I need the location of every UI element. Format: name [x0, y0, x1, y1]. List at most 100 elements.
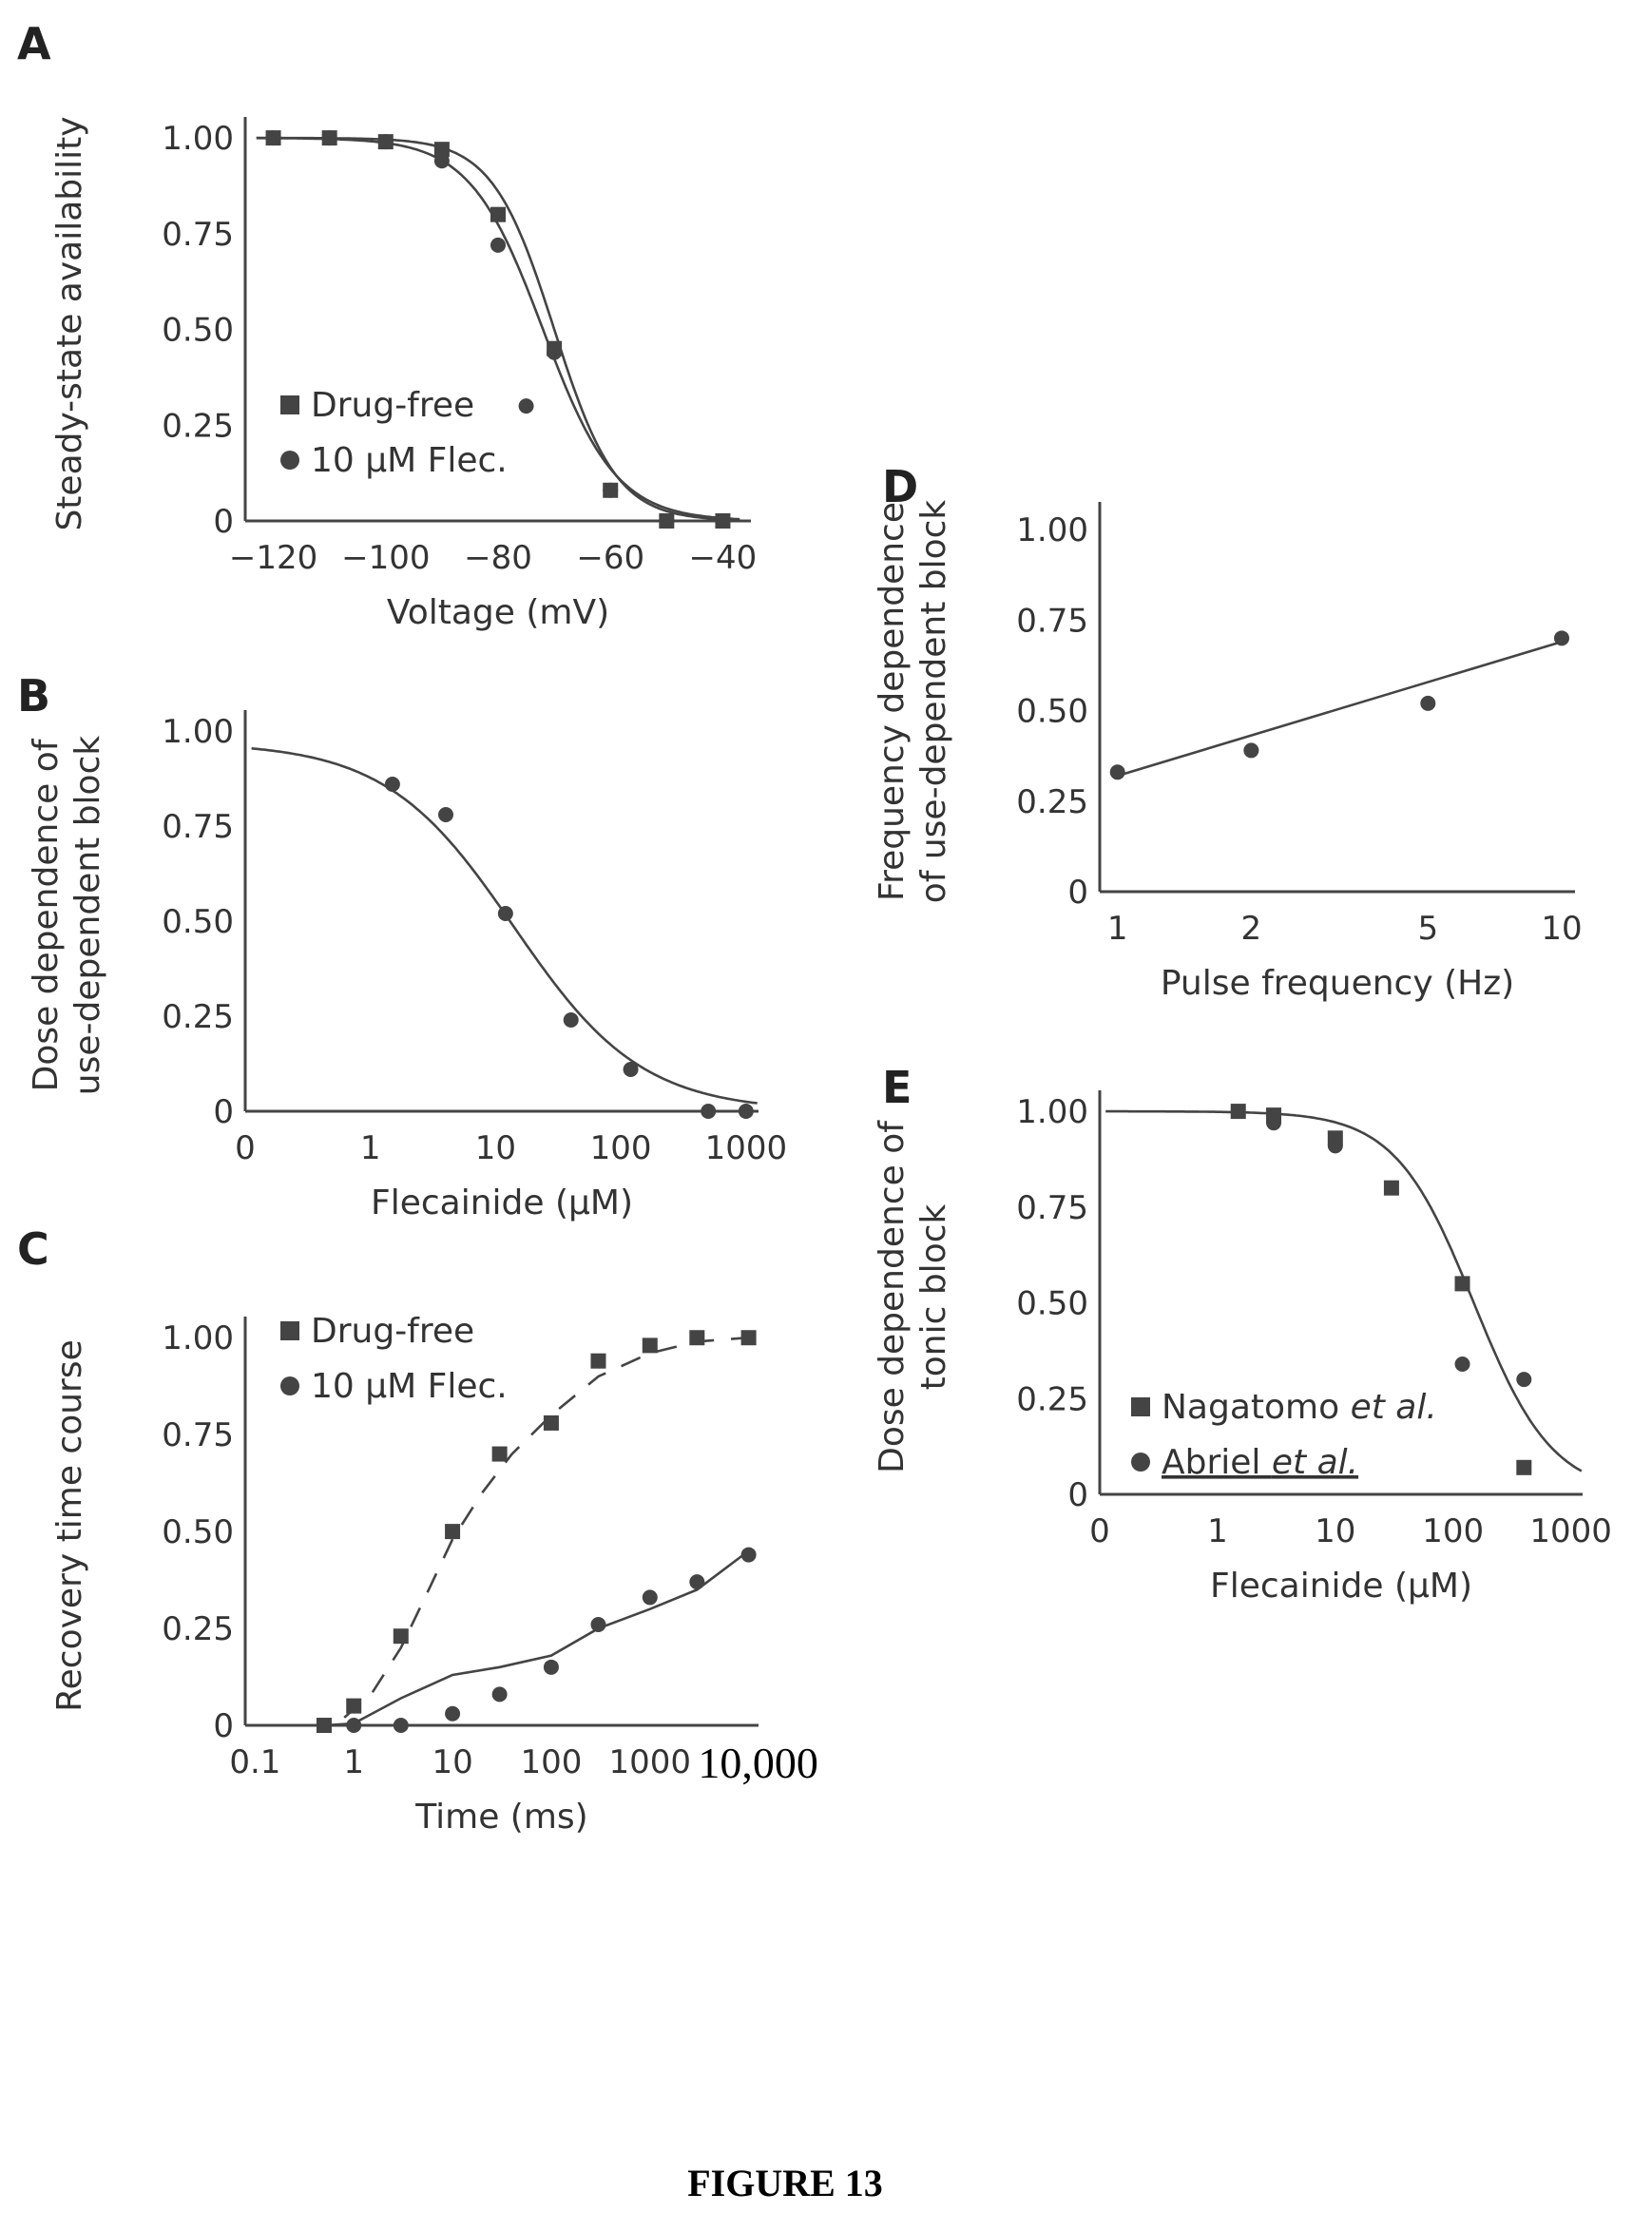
x-tick-label: −120: [229, 539, 317, 577]
data-point-circle: [642, 1589, 658, 1606]
data-point-circle: [490, 237, 506, 253]
data-point-circle: [445, 1705, 461, 1722]
y-axis-label: Frequency dependenceof use-dependent blo…: [873, 500, 953, 904]
data-point-square: [491, 1446, 508, 1462]
data-point-circle: [377, 134, 394, 150]
x-tick-label: 1000: [609, 1743, 692, 1781]
x-tick-label: 10: [432, 1743, 472, 1781]
panel-letter: A: [17, 18, 51, 69]
data-point-circle: [1243, 742, 1259, 759]
y-tick-label: 1.00: [162, 713, 234, 751]
y-tick-label: 1.00: [162, 120, 234, 158]
data-point-circle: [393, 1718, 409, 1733]
legend-entry: Abriel et al.: [1162, 1443, 1358, 1482]
data-point-circle: [715, 513, 731, 529]
y-axis-label: Steady-state availability: [50, 116, 89, 530]
legend-marker-circle: [280, 1376, 299, 1395]
legend-entry: Drug-free: [311, 386, 474, 425]
x-tick-label: 100: [520, 1743, 582, 1781]
y-tick-label: 0.25: [1016, 1380, 1088, 1418]
panel-letter: C: [17, 1223, 49, 1275]
x-tick-label: 0.1: [229, 1743, 280, 1781]
y-tick-label: 0.50: [162, 1513, 234, 1551]
legend-marker-square: [280, 1321, 299, 1340]
data-point-square: [346, 1698, 362, 1714]
data-point-square: [590, 1353, 606, 1369]
data-point-circle: [659, 513, 675, 529]
data-point-square: [543, 1414, 559, 1431]
x-tick-label: 10,000: [698, 1739, 818, 1787]
data-point-square: [1230, 1104, 1246, 1120]
y-tick-label: 1.00: [162, 1319, 234, 1357]
y-tick-label: 0: [213, 1093, 234, 1131]
y-tick-label: 0: [213, 1707, 234, 1745]
legend-marker-square: [280, 395, 299, 414]
data-point-circle: [316, 1718, 332, 1733]
fit-curve: [255, 1549, 750, 1727]
legend-entry: Drug-free: [311, 1312, 474, 1351]
x-tick-label: 1: [360, 1129, 381, 1167]
x-axis-label: Voltage (mV): [387, 593, 609, 632]
data-point-circle: [1327, 1138, 1343, 1154]
data-point-circle: [438, 807, 454, 822]
y-tick-label: 0.50: [162, 312, 234, 350]
y-tick-label: 0: [1067, 1476, 1088, 1514]
y-axis-label-line: tonic block: [914, 1203, 953, 1390]
y-axis-label-line: Steady-state availability: [50, 116, 89, 530]
x-tick-label: 10: [475, 1129, 516, 1167]
y-tick-label: 0: [213, 503, 234, 541]
x-axis-label: Flecainide (µM): [1210, 1567, 1472, 1606]
data-point-circle: [497, 906, 513, 921]
x-tick-label: 0: [235, 1129, 256, 1167]
y-axis-label: Dose dependence oftonic block: [873, 1120, 953, 1473]
y-axis-label: Dose dependence ofuse-dependent block: [27, 736, 107, 1096]
x-tick-label: 100: [590, 1129, 652, 1167]
data-point-square: [1516, 1459, 1532, 1475]
y-axis-label-line: Recovery time course: [50, 1339, 89, 1711]
data-point-circle: [346, 1718, 362, 1733]
y-tick-label: 0: [1067, 874, 1088, 912]
data-point-circle: [433, 153, 450, 169]
fit-curve: [251, 747, 758, 1105]
data-point-square: [689, 1330, 705, 1346]
panel-letter: D: [882, 461, 918, 512]
panel-letter: E: [882, 1062, 912, 1113]
y-tick-label: 0.50: [1016, 1285, 1088, 1323]
x-tick-label: 10: [1541, 910, 1582, 948]
y-tick-label: 0.75: [162, 216, 234, 254]
y-tick-label: 0.75: [162, 808, 234, 846]
data-point-circle: [689, 1574, 705, 1590]
x-axis-label: Flecainide (µM): [371, 1183, 633, 1222]
data-point-circle: [1420, 695, 1436, 711]
data-point-square: [740, 1330, 757, 1346]
x-tick-label: 1: [1107, 910, 1128, 948]
fit-curve: [343, 1336, 749, 1719]
chart-panel-e: E 0 0.25 0.50 0.75 1.00 0 1 10 100 1000 Flecainide …: [873, 1062, 1612, 1606]
data-point-circle: [491, 1686, 508, 1703]
legend-marker-circle: [1131, 1453, 1150, 1472]
chart-panel-b: B 0 0.25 0.50 0.75 1.00 0 1 10 100 1000 Flecainide …: [17, 670, 787, 1222]
data-point-square: [490, 206, 506, 222]
data-point-circle: [701, 1104, 717, 1119]
y-tick-label: 0.50: [162, 903, 234, 941]
data-point-circle: [738, 1104, 754, 1119]
data-point-square: [445, 1524, 461, 1540]
data-point-circle: [563, 1012, 579, 1028]
legend-entry: Nagatomo et al.: [1162, 1388, 1437, 1427]
x-tick-label: 0: [1089, 1512, 1110, 1550]
y-tick-label: 0.25: [1016, 783, 1088, 821]
data-point-circle: [603, 482, 619, 498]
data-point-circle: [518, 398, 534, 414]
y-tick-label: 0.75: [1016, 1189, 1088, 1227]
fit-curve: [1117, 640, 1563, 778]
x-axis-label: Time (ms): [414, 1798, 587, 1837]
x-tick-label: −60: [576, 539, 644, 577]
legend-entry: 10 µM Flec.: [311, 441, 508, 480]
y-tick-label: 1.00: [1016, 511, 1088, 549]
x-tick-label: 100: [1422, 1512, 1484, 1550]
y-tick-label: 0.25: [162, 1610, 234, 1648]
x-tick-label: 1: [343, 1743, 364, 1781]
y-tick-label: 0.50: [1016, 693, 1088, 731]
data-point-circle: [590, 1616, 606, 1632]
y-axis-label-line: Frequency dependence: [873, 502, 912, 901]
